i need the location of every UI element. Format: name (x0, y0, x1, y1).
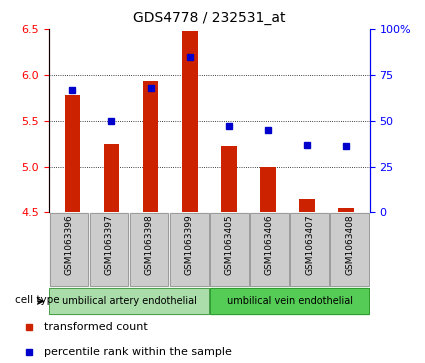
Bar (65, 95, 80, 212)
Bar (210, 213, 249, 286)
Text: GSM1063399: GSM1063399 (185, 215, 194, 276)
Bar (290, 213, 329, 286)
Bar (182, 31, 198, 212)
Bar (221, 146, 237, 212)
Text: cell type: cell type (14, 295, 59, 305)
Text: percentile rank within the sample: percentile rank within the sample (44, 347, 232, 357)
Bar (170, 213, 209, 286)
Bar (210, 288, 369, 314)
Bar (338, 208, 354, 212)
Bar (143, 81, 159, 212)
Bar (210, 288, 369, 314)
Text: GSM1063405: GSM1063405 (225, 215, 234, 275)
Bar (331, 213, 369, 286)
Bar (130, 213, 168, 286)
Bar (250, 213, 289, 286)
Bar (90, 213, 128, 286)
Bar (50, 213, 88, 286)
Bar (170, 213, 209, 286)
Bar (299, 199, 315, 212)
Bar (130, 213, 168, 286)
Bar (50, 213, 88, 286)
Text: transformed count: transformed count (44, 322, 148, 332)
Bar (260, 167, 276, 212)
Bar (49, 288, 209, 314)
Text: GSM1063397: GSM1063397 (105, 215, 113, 276)
Bar (290, 213, 329, 286)
Bar (331, 213, 369, 286)
Text: GSM1063407: GSM1063407 (305, 215, 314, 275)
Bar (250, 213, 289, 286)
Bar (104, 144, 119, 212)
Text: GSM1063398: GSM1063398 (144, 215, 154, 276)
Bar (210, 213, 249, 286)
Bar (90, 213, 128, 286)
Text: GSM1063408: GSM1063408 (345, 215, 354, 275)
Text: GSM1063406: GSM1063406 (265, 215, 274, 275)
Bar (49, 288, 209, 314)
Text: umbilical vein endothelial: umbilical vein endothelial (227, 296, 352, 306)
Title: GDS4778 / 232531_at: GDS4778 / 232531_at (133, 11, 286, 25)
Text: GSM1063396: GSM1063396 (65, 215, 74, 276)
Text: umbilical artery endothelial: umbilical artery endothelial (62, 296, 196, 306)
